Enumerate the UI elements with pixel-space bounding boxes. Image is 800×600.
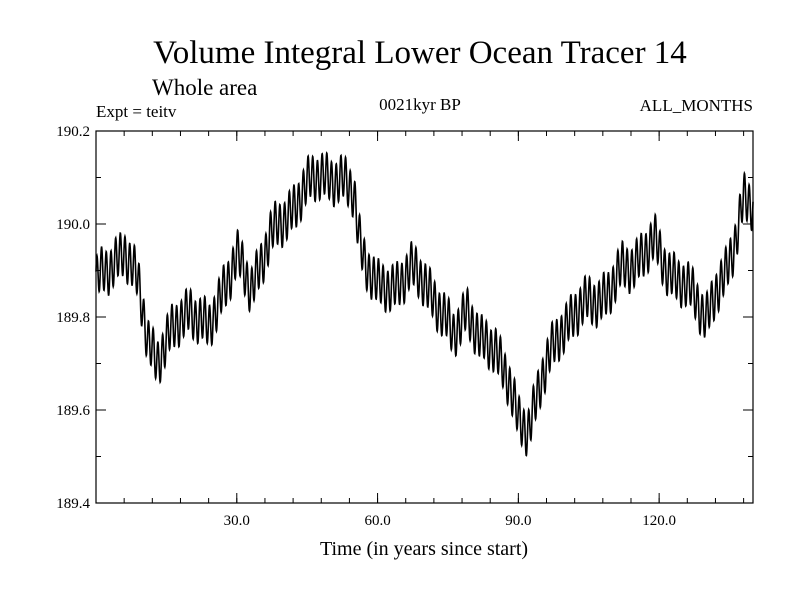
- chart-title: Volume Integral Lower Ocean Tracer 14: [153, 35, 687, 71]
- data-series-line: [95, 151, 754, 457]
- y-tick-label: 190.0: [56, 217, 90, 233]
- y-tick-label: 189.4: [56, 496, 90, 512]
- x-axis-label: Time (in years since start): [320, 538, 528, 560]
- y-tick-label: 190.2: [56, 124, 90, 140]
- x-tick-label: 60.0: [364, 513, 390, 529]
- period-label: 0021kyr BP: [379, 95, 461, 114]
- x-tick-label: 90.0: [505, 513, 531, 529]
- y-tick-label: 189.6: [56, 403, 90, 419]
- plot-frame: [95, 130, 754, 504]
- x-tick-label: 30.0: [224, 513, 250, 529]
- experiment-label: Expt = teitv: [96, 102, 177, 121]
- x-tick-label: 120.0: [642, 513, 676, 529]
- y-tick-label: 189.8: [56, 310, 90, 326]
- chart-subtitle: Whole area: [152, 75, 257, 100]
- months-label: ALL_MONTHS: [640, 96, 753, 115]
